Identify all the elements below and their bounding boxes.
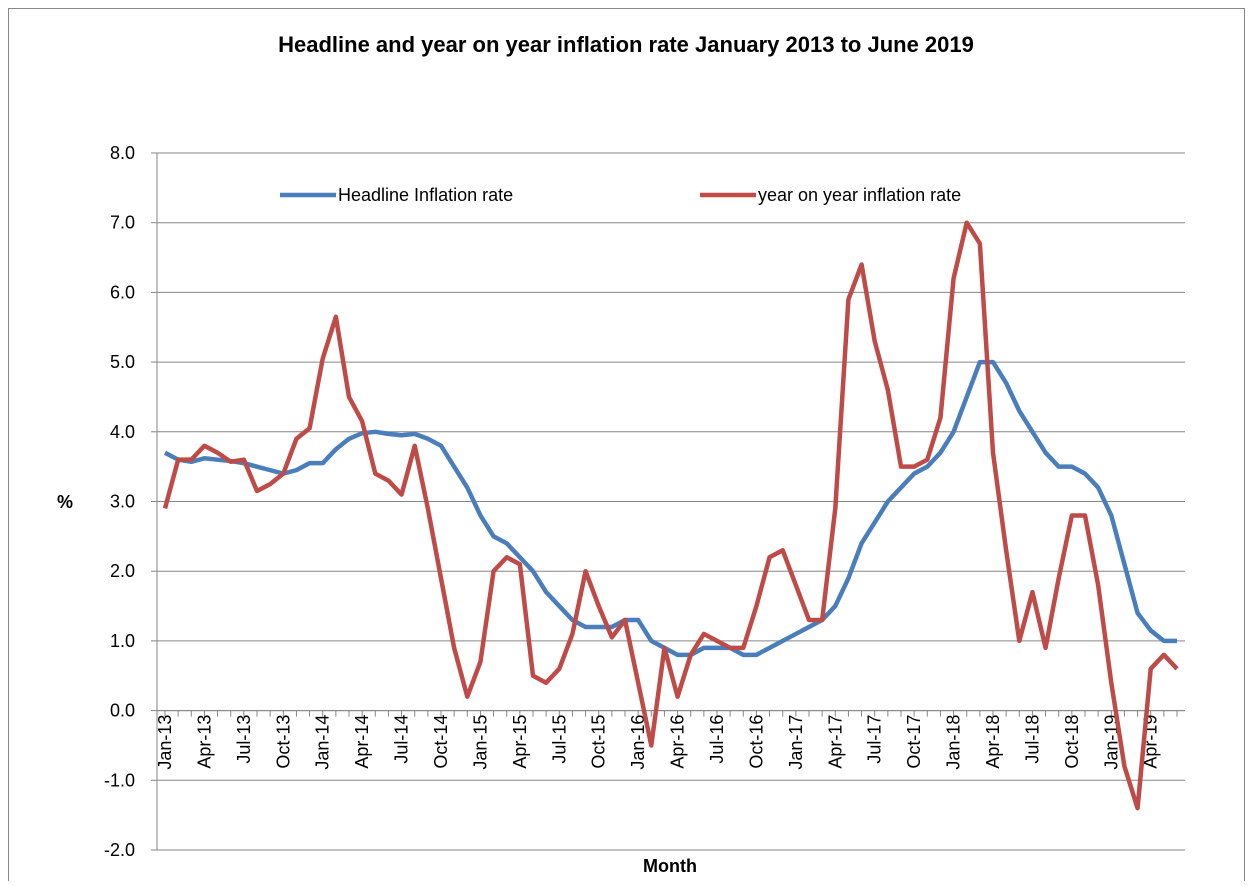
x-tick-label: Oct-18 [1062, 715, 1082, 769]
y-tick-label: 4.0 [110, 422, 135, 442]
y-tick-label: 3.0 [110, 492, 135, 512]
y-tick-label: 0.0 [110, 701, 135, 721]
y-tick-label: 5.0 [110, 352, 135, 372]
x-tick-label: Jul-13 [234, 715, 254, 764]
x-tick-label: Jul-17 [865, 715, 885, 764]
y-tick-label: 2.0 [110, 561, 135, 581]
x-tick-label: Jul-14 [392, 715, 412, 764]
x-tick-label: Oct-13 [273, 715, 293, 769]
x-tick-label: Apr-14 [352, 715, 372, 769]
y-tick-label: 7.0 [110, 213, 135, 233]
x-tick-label: Jan-14 [313, 715, 333, 770]
y-tick-label: 6.0 [110, 282, 135, 302]
x-axis-label: Month [643, 856, 697, 876]
x-tick-label: Jul-16 [707, 715, 727, 764]
line-series [162, 220, 1179, 811]
x-tick-label: Jul-15 [549, 715, 569, 764]
chart-title: Headline and year on year inflation rate… [278, 32, 974, 57]
legend-label: year on year inflation rate [758, 185, 961, 205]
x-tick-label: Jan-16 [628, 715, 648, 770]
x-tick-label: Jan-17 [786, 715, 806, 770]
x-tick-label: Apr-18 [983, 715, 1003, 769]
x-tick-label: Oct-14 [431, 715, 451, 769]
x-tick-label: Apr-16 [668, 715, 688, 769]
y-tick-label: 8.0 [110, 143, 135, 163]
line-series [163, 359, 1177, 658]
x-tick-label: Jan-18 [944, 715, 964, 770]
x-tick-label: Apr-13 [194, 715, 214, 769]
x-tick-label: Jan-15 [470, 715, 490, 770]
legend-label: Headline Inflation rate [338, 185, 513, 205]
x-tick-label: Oct-17 [904, 715, 924, 769]
y-tick-label: -1.0 [104, 770, 135, 790]
x-tick-label: Jul-18 [1022, 715, 1042, 764]
x-tick-label: Jan-13 [155, 715, 175, 770]
x-tick-label: Oct-16 [746, 715, 766, 769]
y-tick-label: 1.0 [110, 631, 135, 651]
y-tick-label: -2.0 [104, 840, 135, 860]
x-tick-label: Apr-15 [510, 715, 530, 769]
x-tick-label: Oct-15 [589, 715, 609, 769]
x-tick-label: Apr-17 [825, 715, 845, 769]
y-axis-label: % [57, 492, 73, 512]
chart-frame [8, 8, 1245, 886]
